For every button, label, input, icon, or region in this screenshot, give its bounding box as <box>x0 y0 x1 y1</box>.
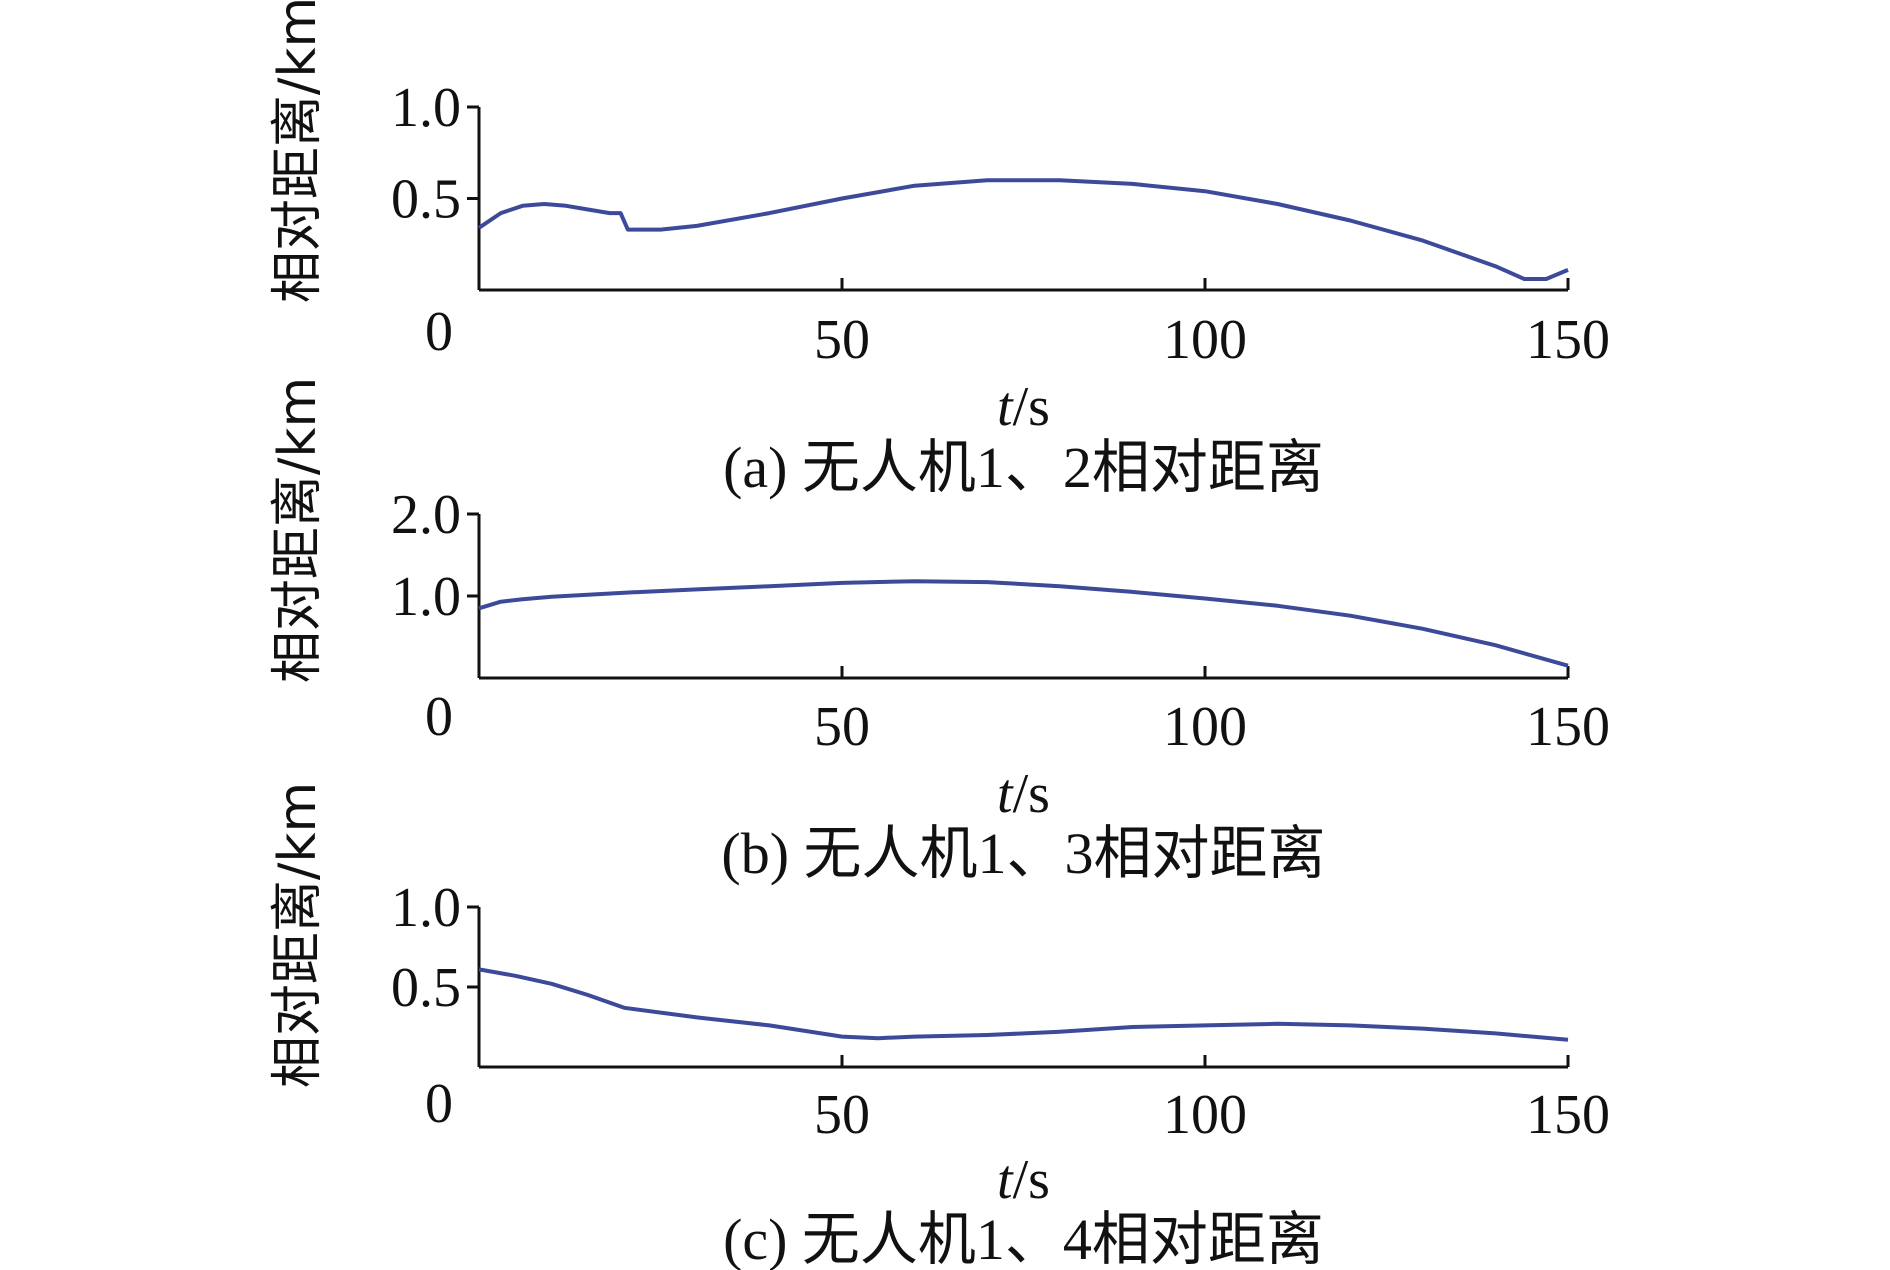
origin-tick-label: 0 <box>425 301 453 363</box>
y-axis-label: 相对距离/km <box>268 0 328 303</box>
x-tick-label: 50 <box>814 696 870 758</box>
y-axis-label: 相对距离/km <box>268 377 328 683</box>
x-axis-label: t/s <box>997 763 1050 825</box>
y-tick-label: 1.0 <box>391 877 461 939</box>
series-line <box>477 178 1569 281</box>
y-tick-label: 0.5 <box>391 957 461 1019</box>
y-axis-label: 相对距离/km <box>268 782 328 1088</box>
x-tick-label: 50 <box>814 1084 870 1146</box>
x-tick-label: 100 <box>1163 1084 1247 1146</box>
subplot-caption: (b) 无人机1、3相对距离 <box>721 821 1325 886</box>
x-tick-label: 150 <box>1526 309 1610 371</box>
x-tick-label: 100 <box>1163 309 1247 371</box>
subplot-c: 0 50 100 150 0.5 1.0 t/s(c) 无人机1、4相对距离 相对距离/km <box>268 782 1610 1270</box>
y-tick-label: 1.0 <box>391 566 461 628</box>
subplot-a: 0 50 100 150 0.5 1.0 t/s(a) 无人机1、2相对距离 相对距离/km <box>268 0 1610 500</box>
x-tick-label: 50 <box>814 309 870 371</box>
subplot-caption: (c) 无人机1、4相对距离 <box>723 1207 1324 1270</box>
x-axis-label: t/s <box>997 1149 1050 1211</box>
subplot-caption: (a) 无人机1、2相对距离 <box>723 435 1324 500</box>
series-line <box>478 967 1569 1042</box>
origin-tick-label: 0 <box>425 686 453 748</box>
series-line <box>478 579 1569 668</box>
y-tick-label: 0.5 <box>391 169 461 231</box>
y-tick-label: 1.0 <box>391 77 461 139</box>
x-tick-label: 150 <box>1526 1084 1610 1146</box>
x-tick-label: 100 <box>1163 696 1247 758</box>
origin-tick-label: 0 <box>425 1073 453 1135</box>
x-tick-label: 150 <box>1526 696 1610 758</box>
x-axis-label: t/s <box>997 376 1050 438</box>
y-tick-label: 2.0 <box>391 484 461 546</box>
